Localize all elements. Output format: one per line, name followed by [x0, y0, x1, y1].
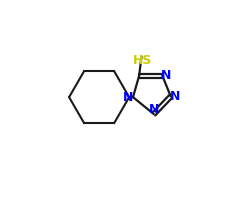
Text: N: N — [170, 90, 180, 103]
Text: N: N — [123, 91, 134, 104]
Text: HS: HS — [132, 54, 152, 67]
Text: N: N — [161, 69, 171, 82]
Text: N: N — [149, 103, 159, 116]
